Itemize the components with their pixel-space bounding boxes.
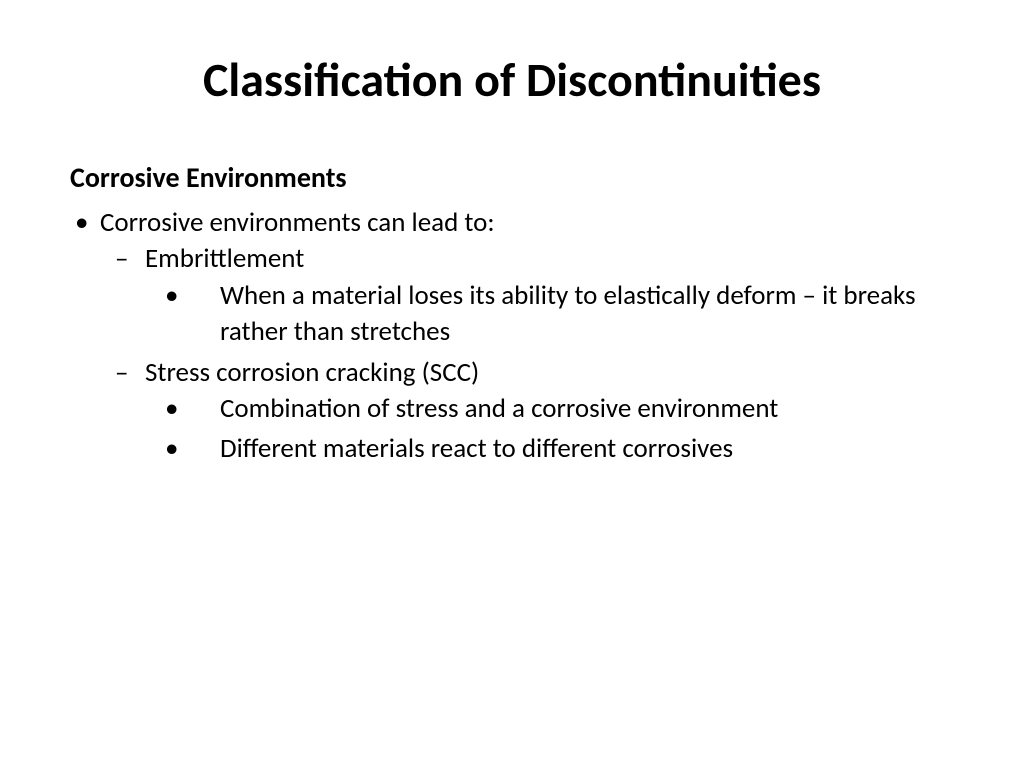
bullet-list-level1: Corrosive environments can lead to: Embr…	[70, 205, 954, 468]
list-item: Stress corrosion cracking (SCC) Combinat…	[145, 355, 954, 468]
bullet-list-level2: Embrittlement When a material loses its …	[100, 241, 954, 468]
list-item: When a material loses its ability to ela…	[220, 278, 954, 351]
list-item: Embrittlement When a material loses its …	[145, 241, 954, 350]
section-subtitle: Corrosive Environments	[70, 159, 954, 197]
item2-heading: Stress corrosion cracking (SCC)	[145, 356, 479, 389]
item1-detail: When a material loses its ability to ela…	[220, 279, 916, 348]
slide-content: Corrosive Environments Corrosive environ…	[70, 159, 954, 468]
list-item: Combination of stress and a corrosive en…	[220, 391, 954, 427]
bullet-list-level3: Combination of stress and a corrosive en…	[145, 391, 954, 468]
item1-heading: Embrittlement	[145, 242, 304, 275]
list-item: Corrosive environments can lead to: Embr…	[100, 205, 954, 468]
list-item: Different materials react to different c…	[220, 431, 954, 467]
slide-title: Classification of Discontinuities	[70, 50, 954, 109]
bullet-list-level3: When a material loses its ability to ela…	[145, 278, 954, 351]
intro-text: Corrosive environments can lead to:	[100, 206, 495, 239]
item2-detail2: Different materials react to different c…	[220, 432, 733, 465]
item2-detail1: Combination of stress and a corrosive en…	[220, 392, 778, 425]
